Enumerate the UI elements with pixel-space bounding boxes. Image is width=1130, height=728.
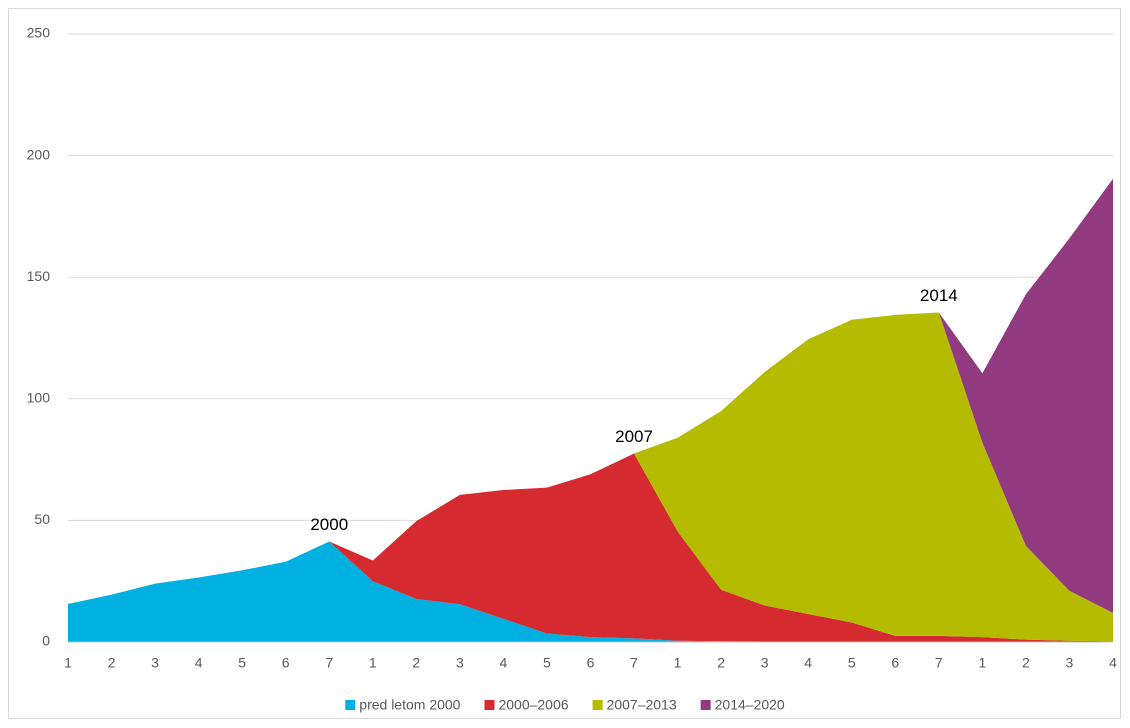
x-tick-label: 3 <box>1066 655 1074 671</box>
annotation: 2007 <box>615 427 653 446</box>
y-tick-label: 150 <box>27 268 51 284</box>
x-tick-label: 4 <box>804 655 812 671</box>
annotation: 2000 <box>310 515 348 534</box>
y-tick-label: 50 <box>34 511 50 527</box>
x-tick-label: 3 <box>151 655 159 671</box>
legend-swatch <box>484 700 495 710</box>
area <box>68 453 1113 642</box>
x-tick-label: 4 <box>1109 655 1117 671</box>
x-tick-label: 2 <box>1022 655 1030 671</box>
legend-label: pred letom 2000 <box>359 697 460 713</box>
x-tick-label: 2 <box>717 655 725 671</box>
x-tick-label: 1 <box>674 655 682 671</box>
x-tick-label: 3 <box>761 655 769 671</box>
legend-label: 2000–2006 <box>498 697 568 713</box>
x-tick-label: 7 <box>325 655 333 671</box>
x-tick-label: 6 <box>587 655 595 671</box>
legend-label: 2007–2013 <box>607 697 677 713</box>
x-tick-label: 2 <box>108 655 116 671</box>
x-tick-label: 1 <box>64 655 72 671</box>
area <box>68 312 1113 642</box>
x-tick-label: 4 <box>195 655 203 671</box>
annotation: 2014 <box>920 286 958 305</box>
y-tick-label: 250 <box>27 25 51 41</box>
legend-label: 2014–2020 <box>715 697 785 713</box>
y-tick-label: 100 <box>27 390 51 406</box>
legend-swatch <box>345 700 356 710</box>
y-tick-label: 0 <box>42 633 50 649</box>
x-tick-label: 6 <box>282 655 290 671</box>
x-tick-label: 5 <box>848 655 856 671</box>
x-tick-label: 5 <box>238 655 246 671</box>
legend-swatch <box>592 700 603 710</box>
legend-swatch <box>700 700 711 710</box>
area <box>68 541 1113 642</box>
x-tick-label: 6 <box>891 655 899 671</box>
x-tick-label: 3 <box>456 655 464 671</box>
x-tick-label: 1 <box>369 655 377 671</box>
x-tick-label: 2 <box>412 655 420 671</box>
x-tick-label: 4 <box>500 655 508 671</box>
y-tick-label: 200 <box>27 146 51 162</box>
x-tick-label: 7 <box>630 655 638 671</box>
x-tick-label: 5 <box>543 655 551 671</box>
x-tick-label: 7 <box>935 655 943 671</box>
x-tick-label: 1 <box>978 655 986 671</box>
